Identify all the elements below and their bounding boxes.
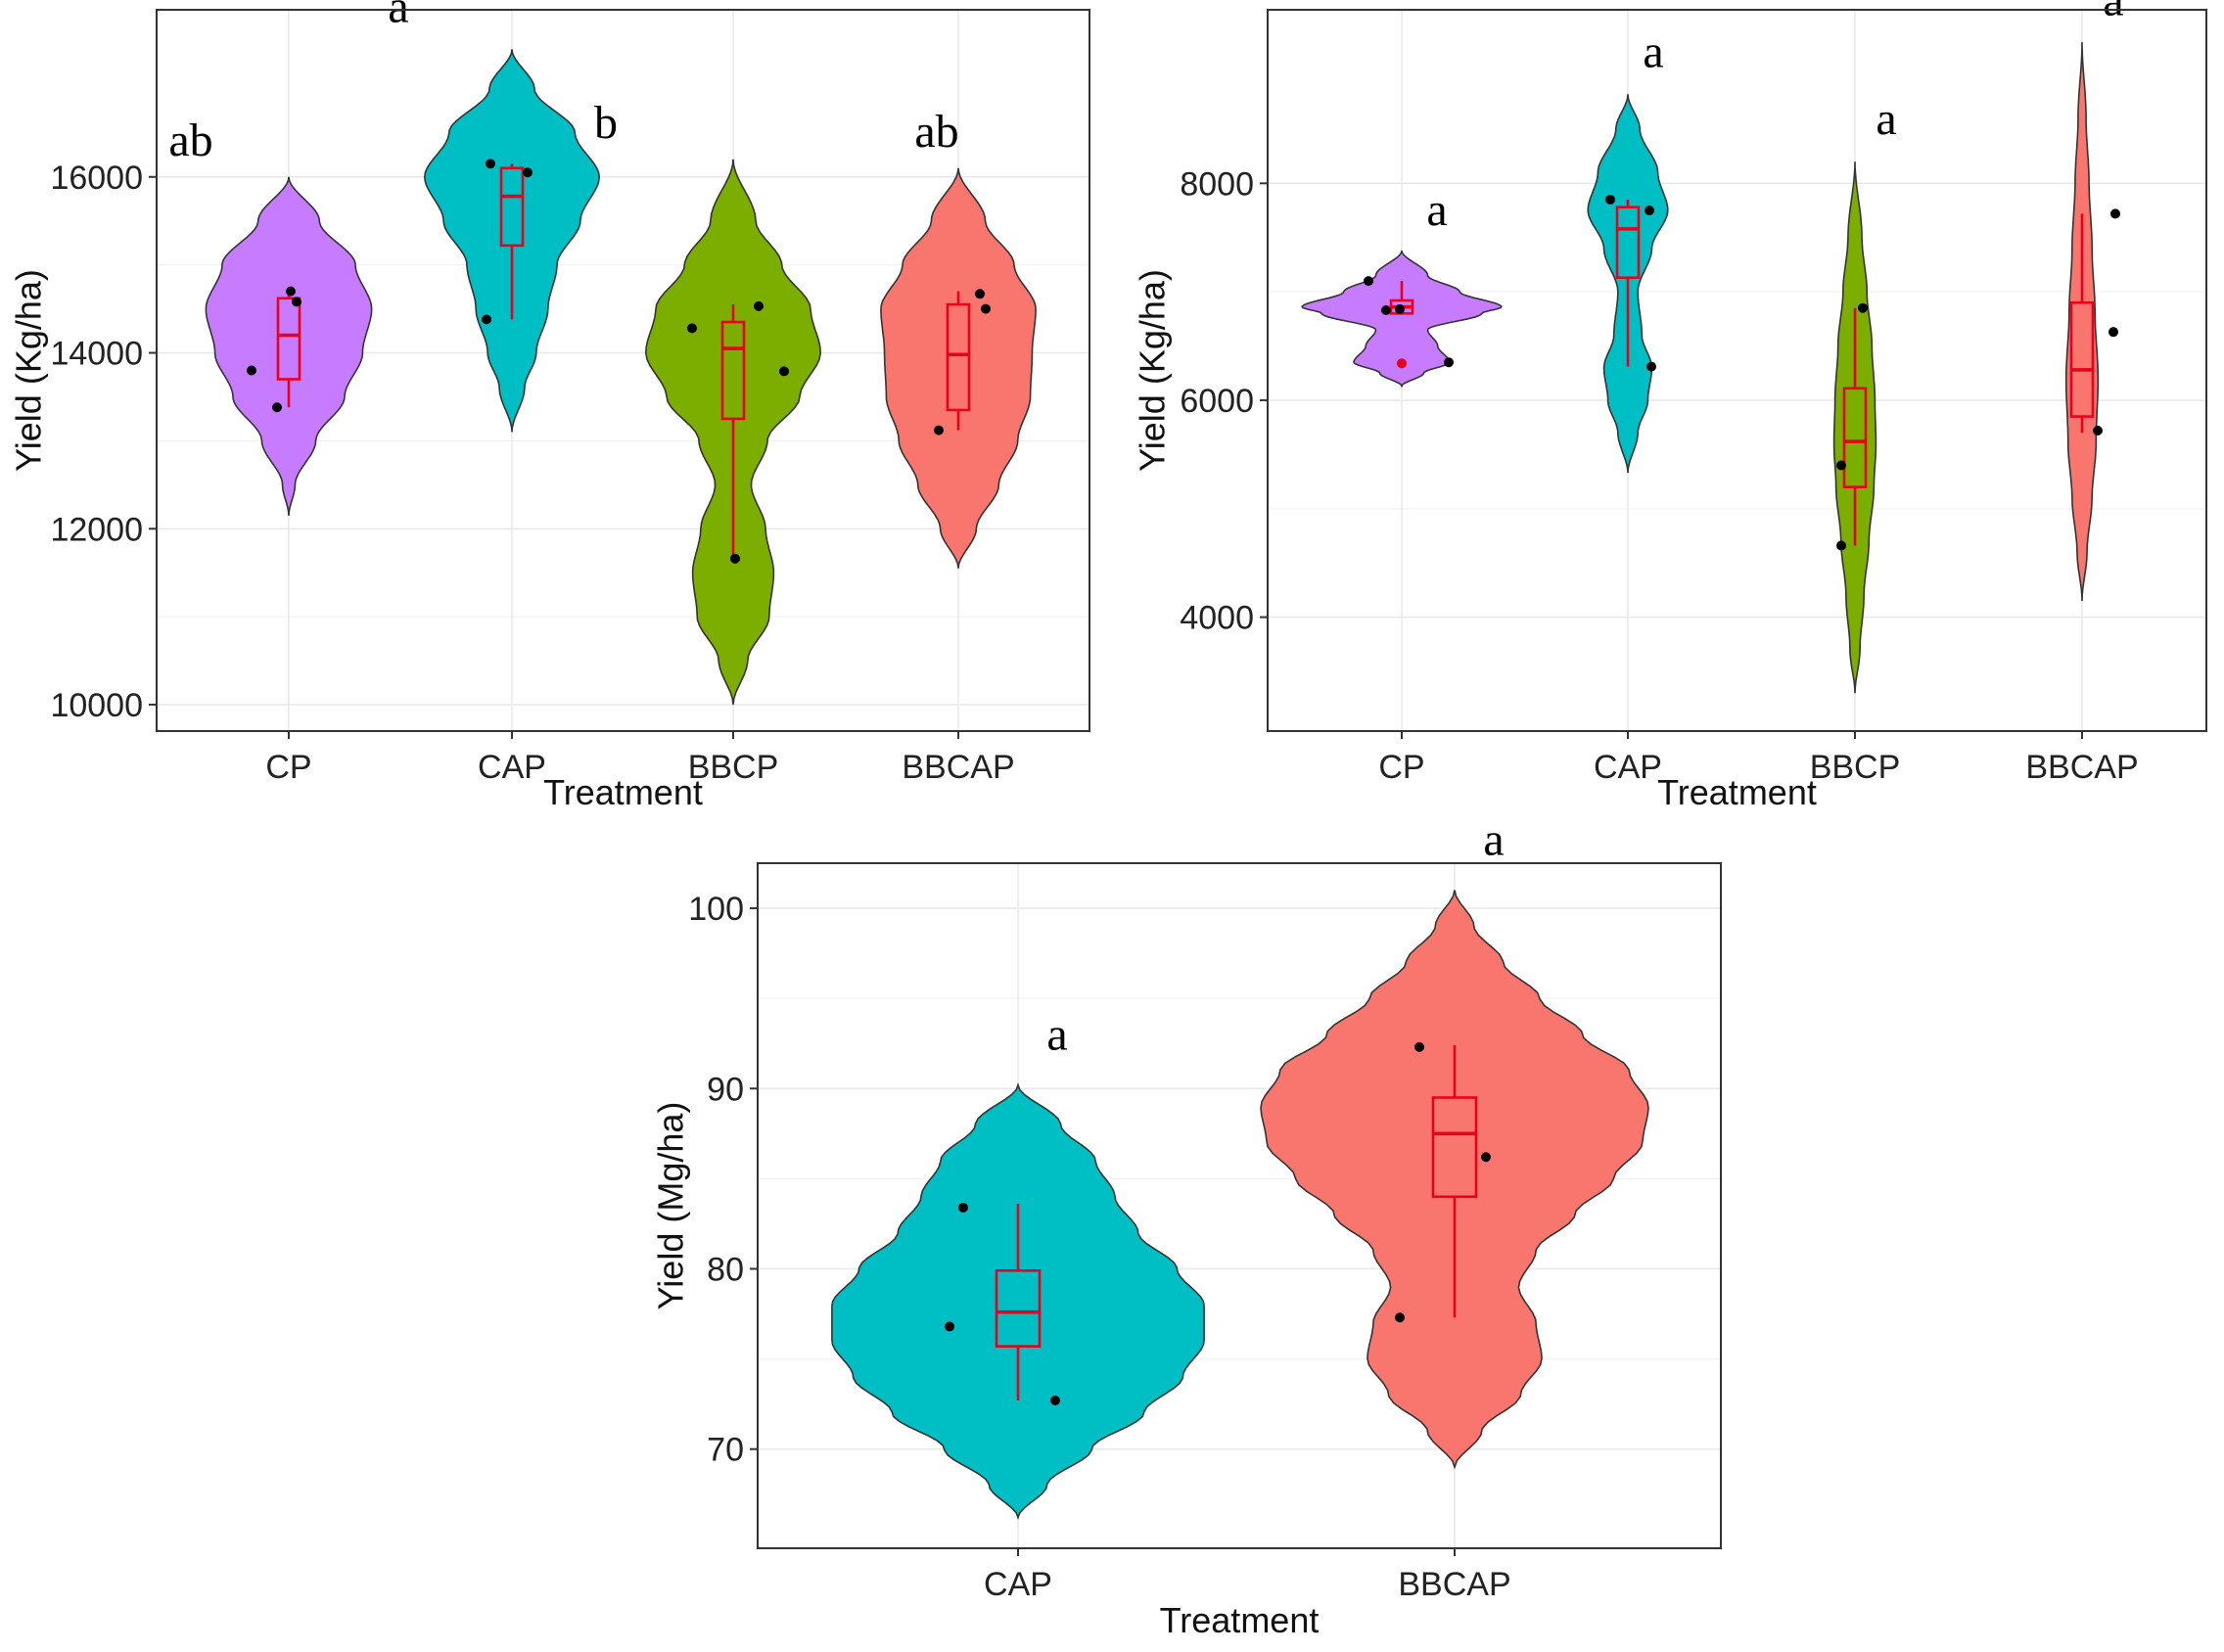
violin-bbcap	[2064, 42, 2100, 602]
box-cap	[1615, 206, 1641, 280]
panel-border	[1267, 9, 2207, 732]
violin-bbcap	[880, 167, 1037, 569]
y-tick-label: 10000	[50, 687, 143, 724]
x-tick-label: CAP	[1594, 749, 1662, 786]
violin-cp	[205, 176, 373, 516]
violin-cap	[831, 1082, 1205, 1521]
data-point	[1836, 540, 1846, 551]
significance-letter: a	[2103, 0, 2123, 25]
data-point	[1858, 302, 1868, 313]
x-tick-label: CP	[265, 749, 311, 786]
box-bbcap	[2069, 300, 2095, 418]
significance-letter: a	[1426, 184, 1447, 236]
panel-border	[156, 9, 1090, 732]
x-axis-title: Treatment	[543, 772, 703, 812]
box-cap	[499, 166, 525, 248]
outlier-point	[1397, 358, 1407, 369]
x-tick-label: BBCP	[688, 749, 779, 786]
box-bbcp	[720, 320, 746, 421]
data-point	[754, 300, 764, 311]
violin-panel-c: a a 70 80 90 100 CAP BBCAP Treatment Yield (Mg/ha…	[651, 814, 1722, 1640]
x-tick-label: BBCAP	[902, 749, 1014, 786]
box-cp	[276, 297, 301, 381]
x-tick-label: BBCAP	[2025, 749, 2138, 786]
data-point	[981, 303, 991, 314]
data-point	[247, 365, 256, 376]
data-point	[1364, 276, 1373, 287]
x-tick-label: BBCAP	[1398, 1566, 1510, 1603]
data-point	[1645, 206, 1654, 216]
data-point	[1605, 194, 1615, 205]
data-point	[2093, 426, 2103, 436]
significance-letter: a	[1643, 25, 1663, 77]
y-tick-label: 14000	[50, 336, 143, 373]
data-point	[1050, 1395, 1060, 1405]
y-axis-title: Yield (Kg/ha)	[9, 269, 49, 472]
data-point	[1414, 1041, 1424, 1052]
y-tick-label: 8000	[1180, 165, 1254, 203]
data-point	[934, 425, 944, 436]
box-bbcap	[1431, 1096, 1478, 1199]
box-bbcp	[1842, 387, 1868, 488]
box-bbcap	[946, 302, 971, 412]
data-point	[2110, 208, 2120, 219]
data-point	[1381, 304, 1391, 315]
x-tick-label: BBCP	[1810, 749, 1901, 786]
data-point	[687, 323, 697, 334]
significance-letter: a	[1876, 93, 1896, 145]
y-tick-label: 4000	[1180, 600, 1254, 637]
x-tick-label: CAP	[478, 749, 546, 786]
y-tick-label: 90	[707, 1071, 744, 1108]
data-point	[286, 286, 296, 297]
data-point	[482, 314, 491, 325]
y-tick-label: 6000	[1180, 383, 1254, 420]
significance-letter: ab	[168, 115, 212, 166]
violin-bbcp	[1832, 161, 1877, 694]
violin-bbcap	[1260, 890, 1649, 1470]
x-axis-title: Treatment	[1160, 1600, 1320, 1640]
data-point	[292, 297, 301, 307]
significance-letter: ab	[914, 106, 958, 158]
data-point	[975, 289, 985, 299]
significance-letter: a	[1046, 1009, 1067, 1061]
data-point	[1444, 357, 1454, 368]
violin-panel-b: a a a a 4000 6000 8000 CP CAP BBCP BBCAP Treatment Y…	[1133, 0, 2207, 812]
data-point	[730, 553, 740, 564]
data-point	[1481, 1152, 1491, 1163]
data-point	[1395, 1312, 1405, 1323]
data-point	[1836, 460, 1846, 471]
data-point	[2108, 327, 2118, 338]
x-axis-title: Treatment	[1657, 772, 1817, 812]
data-point	[1646, 361, 1656, 372]
panel-border	[757, 862, 1722, 1549]
x-tick-label: CP	[1378, 749, 1424, 786]
violin-cap	[423, 49, 601, 433]
violin-cp	[1301, 250, 1503, 389]
data-point	[523, 167, 533, 178]
data-point	[1395, 303, 1405, 314]
data-point	[779, 366, 789, 377]
data-point	[486, 159, 495, 169]
y-tick-label: 70	[707, 1432, 744, 1469]
data-point	[958, 1202, 968, 1213]
y-axis-title: Yield (Kg/ha)	[1133, 269, 1173, 472]
significance-letter: a	[1483, 814, 1504, 866]
y-tick-label: 12000	[50, 511, 143, 548]
y-tick-label: 100	[688, 891, 744, 928]
significance-letter: b	[594, 97, 618, 149]
y-axis-title: Yield (Mg/ha)	[651, 1102, 691, 1310]
x-tick-label: CAP	[984, 1566, 1052, 1603]
y-tick-label: 16000	[50, 160, 143, 197]
y-tick-label: 80	[707, 1251, 744, 1288]
significance-letter: a	[388, 0, 408, 32]
data-point	[945, 1321, 954, 1332]
box-cap	[995, 1269, 1042, 1348]
data-point	[272, 402, 282, 413]
